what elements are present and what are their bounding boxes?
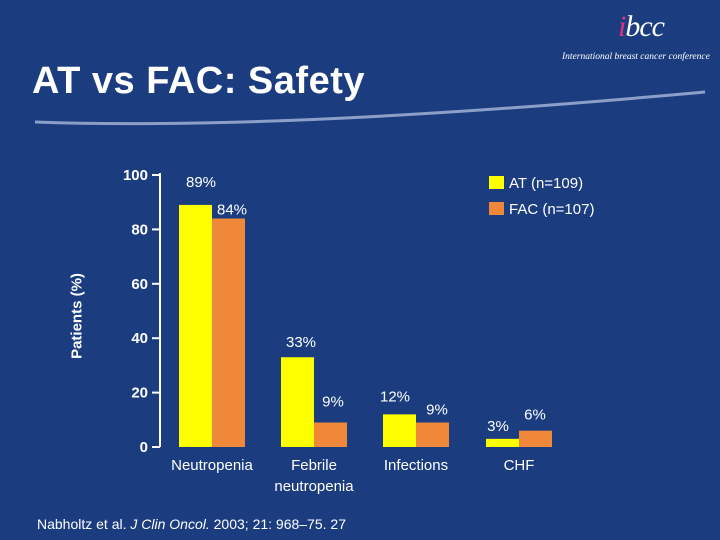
category-label: neutropenia — [274, 478, 354, 495]
footnote: Nabholtz et al. J Clin Oncol. 2003; 21: … — [37, 516, 346, 532]
legend-swatch — [489, 202, 504, 215]
logo-mark-main: bcc — [625, 10, 665, 43]
y-tick-label: 40 — [131, 330, 148, 347]
bar — [383, 414, 416, 447]
logo-mark: ibcc — [618, 10, 665, 44]
swoosh-path — [34, 90, 706, 126]
category-label: Neutropenia — [171, 457, 253, 474]
y-tick-label: 100 — [123, 167, 148, 184]
y-tick-label: 80 — [131, 221, 148, 238]
logo-mark-prefix: i — [618, 10, 626, 43]
bar — [281, 357, 314, 447]
slide-title: AT vs FAC: Safety — [32, 60, 365, 102]
y-tick-label: 20 — [131, 385, 148, 402]
y-tick-label: 0 — [140, 439, 148, 456]
legend-label: AT (n=109) — [509, 175, 583, 192]
legend-label: FAC (n=107) — [509, 201, 594, 218]
bar-value-label: 6% — [524, 407, 546, 424]
bar — [519, 430, 552, 447]
bar — [179, 204, 212, 447]
category-label: Febrile — [291, 457, 337, 474]
y-tick-label: 60 — [131, 276, 148, 293]
bar-value-label: 9% — [322, 394, 344, 411]
bar — [486, 438, 519, 447]
bar — [314, 422, 347, 447]
bar-value-label: 12% — [380, 388, 410, 405]
logo-subtitle: International breast cancer conference — [562, 52, 710, 62]
footnote-journal: J Clin Oncol. — [130, 516, 210, 532]
ibcc-logo: ibcc International breast cancer confere… — [560, 10, 710, 72]
bar-value-label: 84% — [217, 202, 247, 219]
bar-value-label: 3% — [487, 418, 509, 435]
legend-swatch — [489, 176, 504, 189]
bar-value-label: 89% — [186, 174, 216, 191]
bar — [212, 218, 245, 447]
category-label: CHF — [504, 457, 535, 474]
bar-value-label: 9% — [426, 402, 448, 419]
bar-value-label: 33% — [286, 334, 316, 351]
footnote-citation: 2003; 21: 968–75. 27 — [213, 516, 346, 532]
footnote-authors: Nabholtz et al. — [37, 516, 127, 532]
category-label: Infections — [384, 457, 448, 474]
bar — [416, 422, 449, 447]
